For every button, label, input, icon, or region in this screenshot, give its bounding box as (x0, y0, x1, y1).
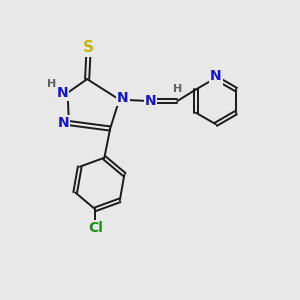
Text: N: N (117, 91, 129, 105)
Text: Cl: Cl (88, 221, 103, 235)
Text: H: H (47, 80, 56, 89)
Text: N: N (210, 69, 222, 83)
Text: N: N (58, 116, 69, 130)
Text: N: N (56, 86, 68, 100)
Text: N: N (145, 94, 156, 108)
Text: S: S (83, 40, 94, 56)
Text: H: H (172, 84, 182, 94)
